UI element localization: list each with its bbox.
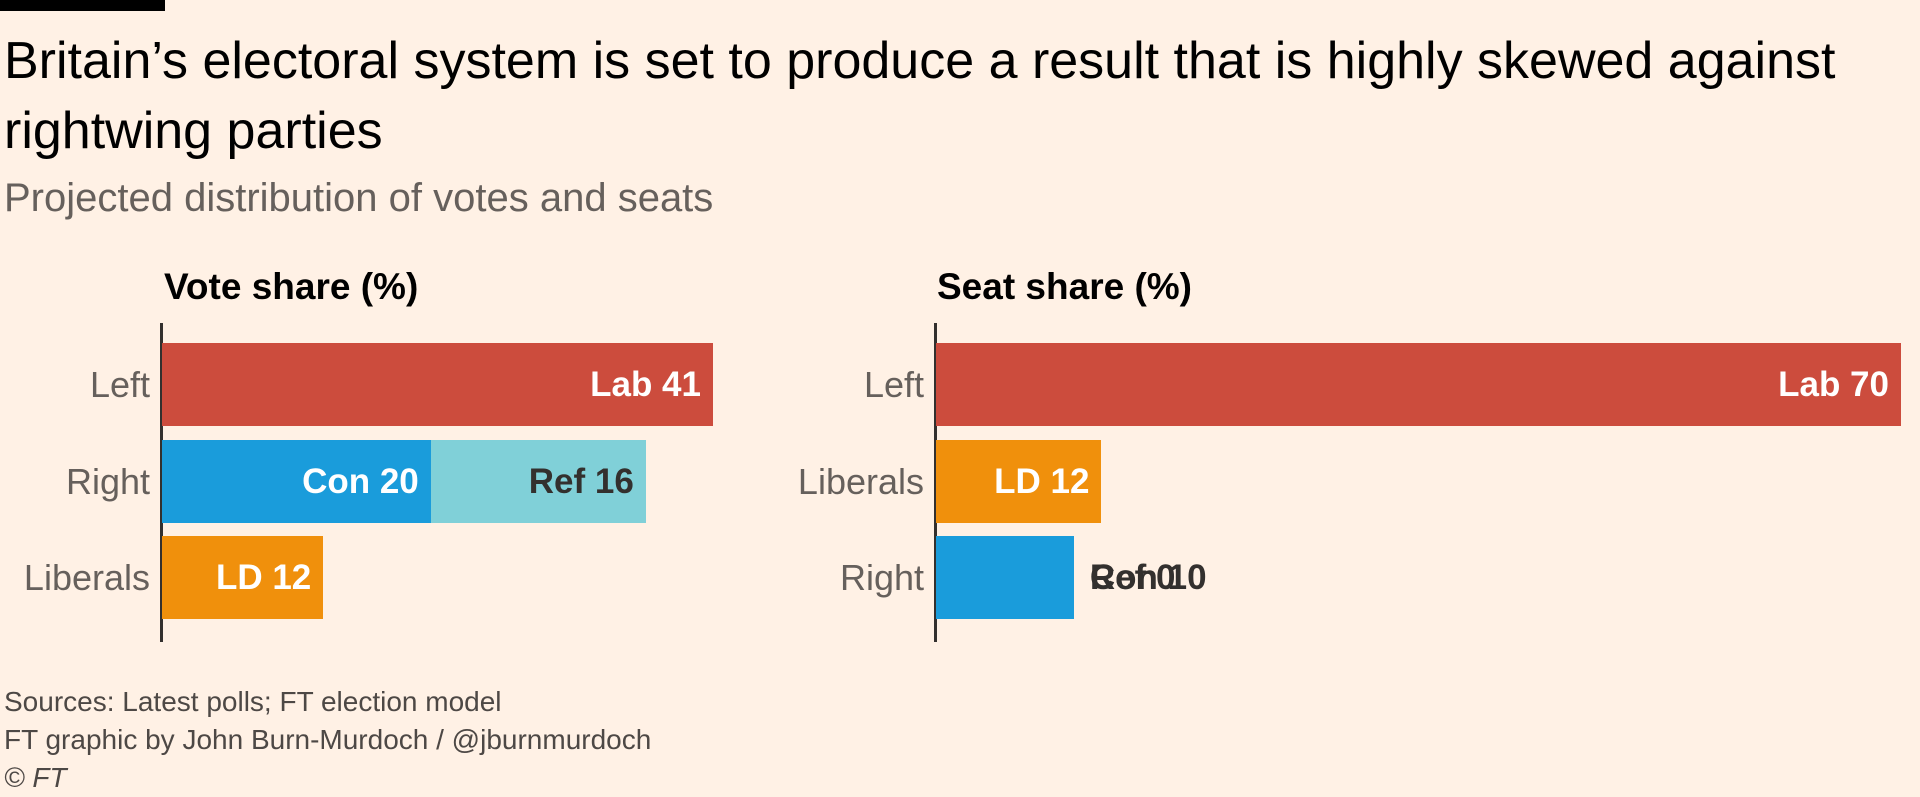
brand-bar bbox=[0, 0, 165, 11]
bar-label-ld: LD 12 bbox=[994, 462, 1090, 501]
category-label-left: Left bbox=[863, 363, 924, 405]
axis-line bbox=[934, 323, 937, 642]
bar-lab bbox=[936, 343, 1901, 426]
category-label-left: Left bbox=[89, 363, 150, 405]
bar-lab bbox=[162, 343, 713, 426]
vote-share-title: Vote share (%) bbox=[164, 266, 419, 307]
category-label-liberals: Liberals bbox=[23, 556, 150, 598]
bar-label-ref: Ref 0 bbox=[1089, 558, 1176, 597]
bar-label-lab: Lab 41 bbox=[590, 365, 701, 404]
footer-sources: Sources: Latest polls; FT election model bbox=[4, 686, 502, 717]
bar-con bbox=[162, 440, 431, 523]
seat-share-title: Seat share (%) bbox=[937, 266, 1192, 307]
bar-ld bbox=[162, 536, 324, 619]
category-label-right: Right bbox=[839, 556, 924, 598]
category-label-right: Right bbox=[65, 460, 150, 502]
chart-title: Britain’s electoral system is set to pro… bbox=[4, 32, 1836, 160]
bar-con bbox=[936, 536, 1074, 619]
footer-copyright: © FT bbox=[4, 762, 67, 793]
bar-ld bbox=[936, 440, 1102, 523]
bar-label-ld: LD 12 bbox=[215, 558, 312, 597]
chart-subtitle: Projected distribution of votes and seat… bbox=[4, 176, 714, 220]
bar-label-con: Con 10 bbox=[1089, 558, 1207, 597]
bar-label-ref: Ref 16 bbox=[528, 462, 634, 501]
bar-label-lab: Lab 70 bbox=[1778, 365, 1889, 404]
category-label-liberals: Liberals bbox=[797, 460, 924, 502]
footer-credit: FT graphic by John Burn-Murdoch / @jburn… bbox=[4, 724, 652, 755]
bar-label-con: Con 20 bbox=[302, 462, 419, 501]
axis-line bbox=[160, 323, 163, 642]
bar-ref bbox=[430, 440, 646, 523]
